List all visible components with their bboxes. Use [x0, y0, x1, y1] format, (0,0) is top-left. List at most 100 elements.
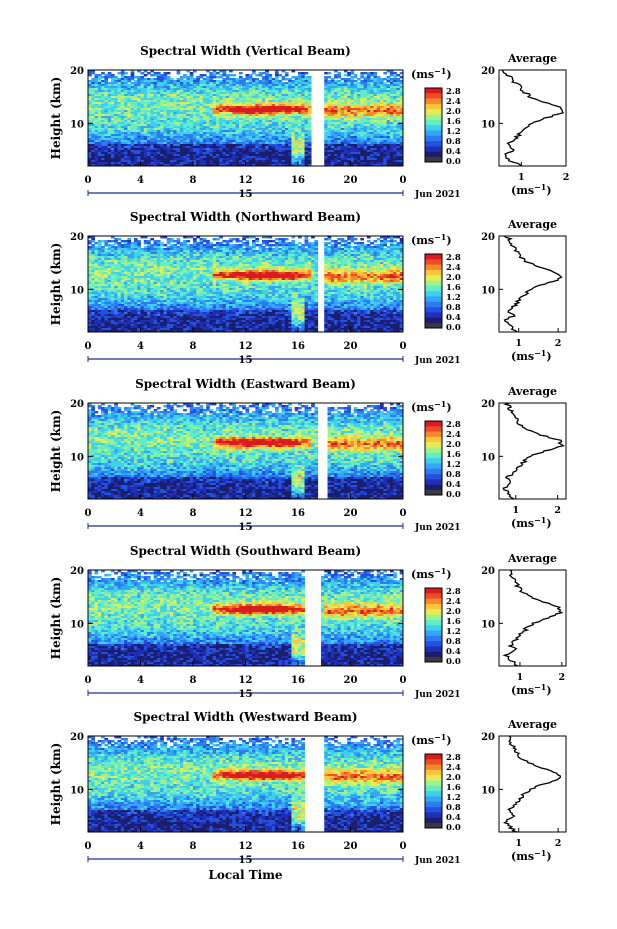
heatmap-cell	[104, 102, 109, 105]
heatmap-cell	[337, 144, 342, 147]
heatmap-cell	[294, 126, 299, 129]
heatmap-cell	[275, 130, 279, 133]
profile-xlabel: (ms−1)	[511, 182, 552, 197]
date-marker: 15	[239, 189, 253, 200]
heatmap-cell	[160, 88, 164, 91]
heatmap-cell	[258, 120, 263, 123]
heatmap-cell	[163, 114, 168, 117]
heatmap-cell	[222, 104, 227, 107]
heatmap-cell	[163, 132, 168, 135]
heatmap-cell	[117, 160, 122, 163]
heatmap-cell	[156, 142, 161, 145]
heatmap-cell	[307, 86, 312, 89]
heatmap-cell	[104, 126, 109, 129]
heatmap-cell	[94, 96, 99, 99]
heatmap-cell	[245, 114, 250, 117]
heatmap-cell	[307, 162, 312, 165]
heatmap-cell	[143, 138, 148, 141]
heatmap-cell	[212, 86, 217, 89]
heatmap-cell	[284, 110, 289, 113]
heatmap-cell	[163, 134, 168, 137]
heatmap-cell	[265, 158, 269, 161]
heatmap-cell	[143, 162, 148, 165]
heatmap-cell	[242, 110, 246, 113]
heatmap-cell	[353, 106, 358, 109]
heatmap-cell	[196, 76, 200, 79]
heatmap-cell	[127, 160, 132, 163]
heatmap-cell	[88, 162, 92, 165]
heatmap-cell	[153, 74, 158, 77]
heatmap-cell	[193, 84, 197, 87]
heatmap-cell	[193, 134, 197, 137]
heatmap-cell	[202, 114, 207, 117]
heatmap-cell	[298, 112, 302, 115]
heatmap-cell	[271, 156, 276, 159]
heatmap-cell	[242, 92, 246, 95]
heatmap-cell	[176, 96, 181, 99]
heatmap-cell	[107, 120, 112, 123]
heatmap-cell	[215, 160, 220, 163]
heatmap-cell	[101, 122, 105, 125]
heatmap-cell	[97, 158, 102, 161]
heatmap-cell	[281, 130, 286, 133]
heatmap-cell	[229, 74, 233, 77]
heatmap-cell	[104, 122, 109, 125]
heatmap-cell	[91, 120, 95, 123]
heatmap-cell	[97, 160, 102, 163]
heatmap-cell	[101, 82, 105, 85]
heatmap-cell	[347, 126, 351, 129]
heatmap-cell	[212, 74, 217, 77]
heatmap-cell	[143, 70, 148, 73]
heatmap-cell	[232, 134, 237, 137]
heatmap-cell	[199, 102, 204, 105]
heatmap-cell	[307, 96, 312, 99]
heatmap-cell	[186, 144, 191, 147]
heatmap-cell	[238, 138, 243, 141]
heatmap-cell	[212, 136, 217, 139]
heatmap-cell	[255, 154, 260, 157]
heatmap-cell	[232, 90, 237, 93]
heatmap-cell	[163, 138, 168, 141]
heatmap-cell	[173, 84, 177, 87]
heatmap-cell	[294, 138, 299, 141]
heatmap-cell	[229, 120, 233, 123]
heatmap-cell	[189, 74, 194, 77]
heatmap-cell	[238, 80, 243, 83]
heatmap-cell	[235, 130, 240, 133]
heatmap-cell	[170, 124, 174, 127]
heatmap-cell	[104, 128, 109, 131]
heatmap-cell	[343, 108, 348, 111]
heatmap-cell	[176, 162, 181, 165]
heatmap-cell	[340, 134, 345, 137]
heatmap-cell	[183, 162, 187, 165]
heatmap-cell	[219, 148, 223, 151]
heatmap-cell	[248, 132, 253, 135]
heatmap-cell	[199, 132, 204, 135]
heatmap-cell	[193, 106, 197, 109]
heatmap-cell	[212, 158, 217, 161]
heatmap-cell	[278, 80, 282, 83]
heatmap-cell	[324, 136, 328, 139]
heatmap-cell	[202, 110, 207, 113]
heatmap-cell	[193, 82, 197, 85]
heatmap-cell	[104, 106, 109, 109]
heatmap-cell	[261, 92, 266, 95]
heatmap-cell	[343, 140, 348, 143]
heatmap-cell	[143, 136, 148, 139]
heatmap-cell	[110, 122, 115, 125]
heatmap-cell	[288, 156, 292, 159]
heatmap-cell	[206, 110, 210, 113]
heatmap-cell	[252, 72, 256, 75]
heatmap-cell	[222, 132, 227, 135]
heatmap-cell	[124, 108, 128, 111]
heatmap-cell	[153, 102, 158, 105]
heatmap-cell	[101, 88, 105, 91]
heatmap-cell	[140, 76, 145, 79]
heatmap-cell	[275, 112, 279, 115]
heatmap-cell	[288, 132, 292, 135]
heatmap-cell	[347, 106, 351, 109]
heatmap-cell	[173, 120, 177, 123]
heatmap-cell	[94, 122, 99, 125]
heatmap-cell	[284, 72, 289, 75]
heatmap-cell	[334, 104, 338, 107]
